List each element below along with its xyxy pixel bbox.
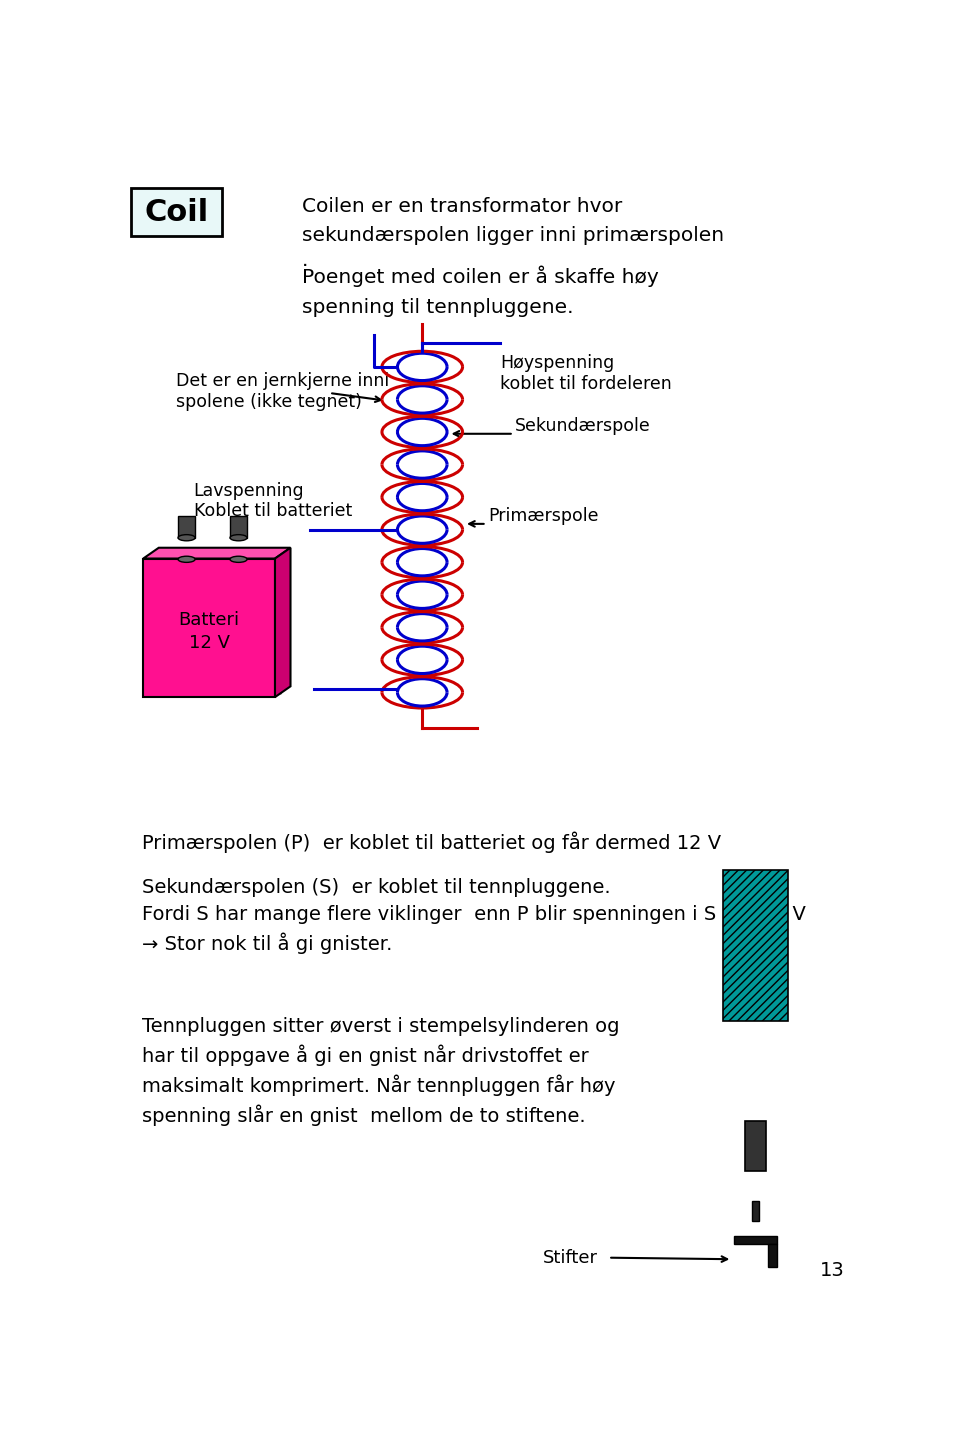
Polygon shape — [731, 912, 780, 966]
Text: Coilen er en transformator hvor
sekundærspolen ligger inni primærspolen: Coilen er en transformator hvor sekundær… — [302, 197, 724, 246]
FancyBboxPatch shape — [131, 188, 222, 236]
Bar — [145, 560, 267, 693]
Text: Coil: Coil — [144, 198, 208, 227]
Polygon shape — [143, 548, 291, 558]
Bar — [143, 558, 275, 697]
Polygon shape — [267, 551, 280, 693]
Ellipse shape — [178, 557, 195, 562]
Ellipse shape — [178, 535, 195, 541]
Text: 13: 13 — [820, 1261, 845, 1280]
Ellipse shape — [230, 535, 247, 541]
Bar — [745, 1121, 766, 1171]
Bar — [178, 516, 195, 538]
Text: Lavspenning
Koblet til batteriet: Lavspenning Koblet til batteriet — [194, 482, 352, 521]
Text: Sekundærspole: Sekundærspole — [516, 416, 651, 435]
Text: Det er en jernkjerne inni
spolene (ikke tegnet): Det er en jernkjerne inni spolene (ikke … — [176, 372, 389, 411]
Text: Poenget med coilen er å skaffe høy
spenning til tennpluggene.: Poenget med coilen er å skaffe høy spenn… — [302, 266, 659, 317]
Bar — [752, 1202, 759, 1220]
Bar — [733, 1236, 778, 1244]
Text: Sekundærspolen (S)  er koblet til tennpluggene.
Fordi S har mange flere viklinge: Sekundærspolen (S) er koblet til tennplu… — [142, 878, 805, 954]
Bar — [750, 881, 761, 911]
Polygon shape — [275, 548, 291, 697]
Text: Primærspole: Primærspole — [488, 508, 599, 525]
Bar — [729, 959, 782, 975]
Text: .: . — [302, 250, 308, 269]
Bar — [723, 870, 788, 1021]
Text: Batteri: Batteri — [179, 612, 240, 629]
Text: Tennpluggen sitter øverst i stempelsylinderen og
har til oppgave å gi en gnist n: Tennpluggen sitter øverst i stempelsylin… — [142, 1017, 619, 1126]
Ellipse shape — [230, 557, 247, 562]
Text: Stifter: Stifter — [542, 1249, 597, 1267]
Polygon shape — [145, 551, 280, 560]
Bar — [768, 1244, 778, 1267]
Text: 12 V: 12 V — [188, 635, 229, 652]
Text: Høyspenning
koblet til fordeleren: Høyspenning koblet til fordeleren — [500, 354, 671, 393]
Bar — [230, 516, 247, 538]
Text: Primærspolen (P)  er koblet til batteriet og får dermed 12 V: Primærspolen (P) er koblet til batteriet… — [142, 831, 721, 853]
